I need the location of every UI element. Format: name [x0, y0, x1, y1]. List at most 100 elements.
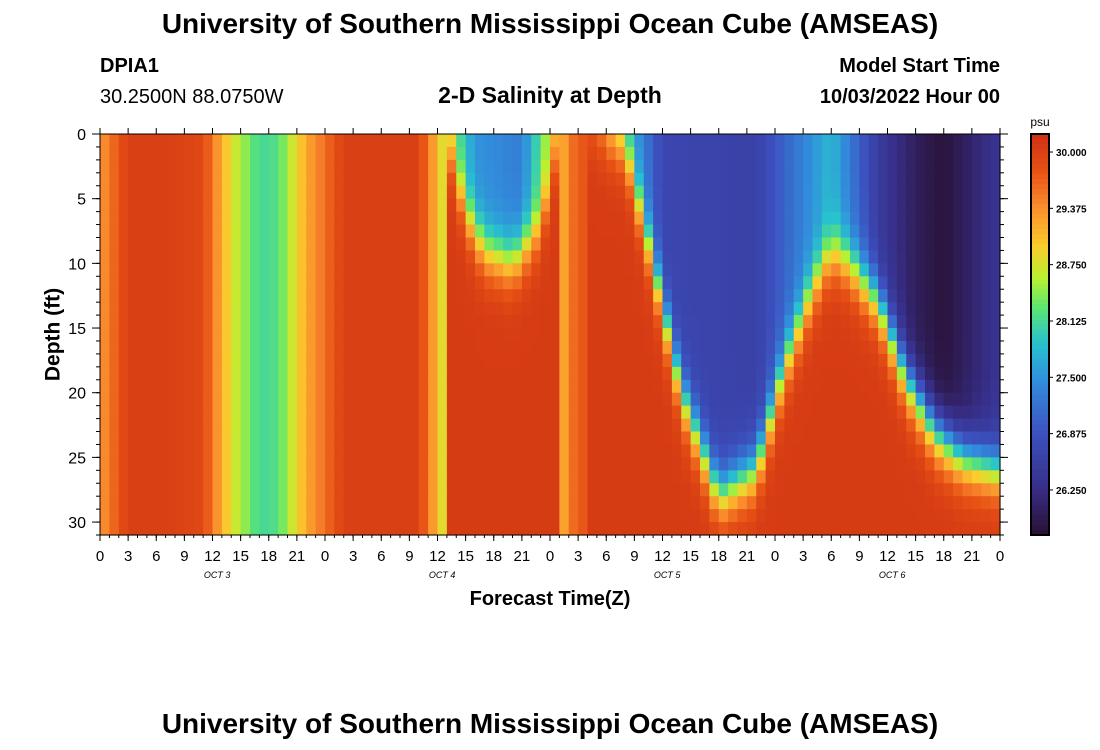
heatmap-cell — [887, 483, 898, 497]
heatmap-cell — [578, 276, 589, 290]
heatmap-cell — [146, 418, 157, 433]
heatmap-cell — [231, 237, 242, 252]
heatmap-cell — [156, 328, 167, 342]
model-start-label: Model Start Time — [839, 55, 1000, 77]
heatmap-cell — [240, 289, 251, 303]
heatmap-cell — [531, 302, 542, 316]
heatmap-cell — [221, 315, 232, 329]
heatmap-cell — [765, 366, 776, 381]
heatmap-cell — [981, 418, 992, 433]
heatmap-cell — [559, 340, 570, 355]
heatmap-cell — [484, 315, 495, 329]
heatmap-cell — [568, 302, 579, 316]
heatmap-cell — [681, 237, 692, 252]
heatmap-cell — [156, 315, 167, 329]
heatmap-cell — [334, 250, 345, 264]
heatmap-cell — [465, 237, 476, 252]
heatmap-cell — [118, 379, 129, 394]
heatmap-cell — [315, 315, 326, 329]
heatmap-cell — [137, 276, 148, 290]
heatmap-cell — [690, 496, 701, 510]
heatmap-cell — [184, 276, 195, 290]
heatmap-cell — [775, 379, 785, 394]
heatmap-cell — [296, 522, 307, 536]
heatmap-cell — [953, 457, 964, 471]
heatmap-cell — [146, 198, 157, 213]
heatmap-cell — [728, 146, 739, 161]
heatmap-cell — [578, 146, 589, 161]
heatmap-cell — [240, 483, 251, 497]
heatmap-cell — [484, 185, 495, 200]
heatmap-cell — [559, 224, 570, 239]
heatmap-cell — [596, 483, 607, 497]
heatmap-cell — [615, 483, 626, 497]
heatmap-cell — [353, 185, 364, 200]
heatmap-cell — [540, 159, 551, 174]
heatmap-cell — [596, 340, 607, 355]
heatmap-cell — [203, 224, 214, 239]
heatmap-cell — [850, 289, 860, 303]
heatmap-cell — [737, 509, 748, 523]
heatmap-cell — [287, 250, 298, 264]
heatmap-cell — [606, 340, 617, 355]
heatmap-cell — [146, 444, 157, 458]
heatmap-cell — [250, 405, 260, 420]
heatmap-cell — [953, 522, 964, 536]
heatmap-cell — [990, 483, 1001, 497]
heatmap-cell — [109, 276, 120, 290]
heatmap-cell — [100, 353, 110, 368]
heatmap-cell — [456, 134, 467, 148]
heatmap-cell — [175, 444, 185, 458]
heatmap-cell — [943, 444, 954, 458]
heatmap-cell — [531, 198, 542, 213]
heatmap-cell — [943, 250, 954, 264]
heatmap-cell — [306, 379, 317, 394]
heatmap-cell — [793, 405, 804, 420]
heatmap-cell — [128, 431, 139, 446]
heatmap-cell — [343, 379, 354, 394]
heatmap-cell — [756, 276, 767, 290]
heatmap-cell — [475, 366, 485, 381]
heatmap-cell — [118, 444, 129, 458]
heatmap-cell — [390, 146, 401, 161]
heatmap-cell — [634, 289, 645, 303]
heatmap-cell — [371, 159, 382, 174]
heatmap-cell — [587, 185, 598, 200]
heatmap-cell — [240, 353, 251, 368]
heatmap-cell — [887, 315, 898, 329]
heatmap-cell — [915, 315, 926, 329]
heatmap-cell — [925, 405, 935, 420]
heatmap-cell — [146, 483, 157, 497]
x-tick-label: 12 — [879, 548, 896, 565]
heatmap-cell — [371, 444, 382, 458]
heatmap-cell — [803, 276, 814, 290]
heatmap-cell — [146, 522, 157, 536]
heatmap-cell — [203, 379, 214, 394]
heatmap-cell — [831, 366, 842, 381]
heatmap-cell — [971, 470, 982, 484]
heatmap-cell — [446, 211, 457, 226]
heatmap-cell — [578, 418, 589, 433]
heatmap-cell — [578, 431, 589, 446]
heatmap-cell — [146, 250, 157, 264]
heatmap-cell — [287, 276, 298, 290]
heatmap-cell — [606, 405, 617, 420]
heatmap-cell — [325, 522, 335, 536]
heatmap-cell — [175, 328, 185, 342]
heatmap-cell — [503, 328, 514, 342]
heatmap-cell — [596, 224, 607, 239]
heatmap-cell — [671, 353, 682, 368]
heatmap-cell — [550, 263, 560, 277]
heatmap-cell — [146, 302, 157, 316]
heatmap-cell — [418, 302, 429, 316]
heatmap-cell — [475, 172, 485, 187]
colorbar-segment — [1031, 444, 1049, 451]
heatmap-cell — [906, 431, 917, 446]
heatmap-cell — [671, 237, 682, 252]
heatmap-cell — [831, 185, 842, 200]
heatmap-cell — [521, 224, 532, 239]
heatmap-cell — [971, 366, 982, 381]
heatmap-cell — [784, 185, 795, 200]
heatmap-cell — [503, 224, 514, 239]
heatmap-cell — [812, 315, 823, 329]
